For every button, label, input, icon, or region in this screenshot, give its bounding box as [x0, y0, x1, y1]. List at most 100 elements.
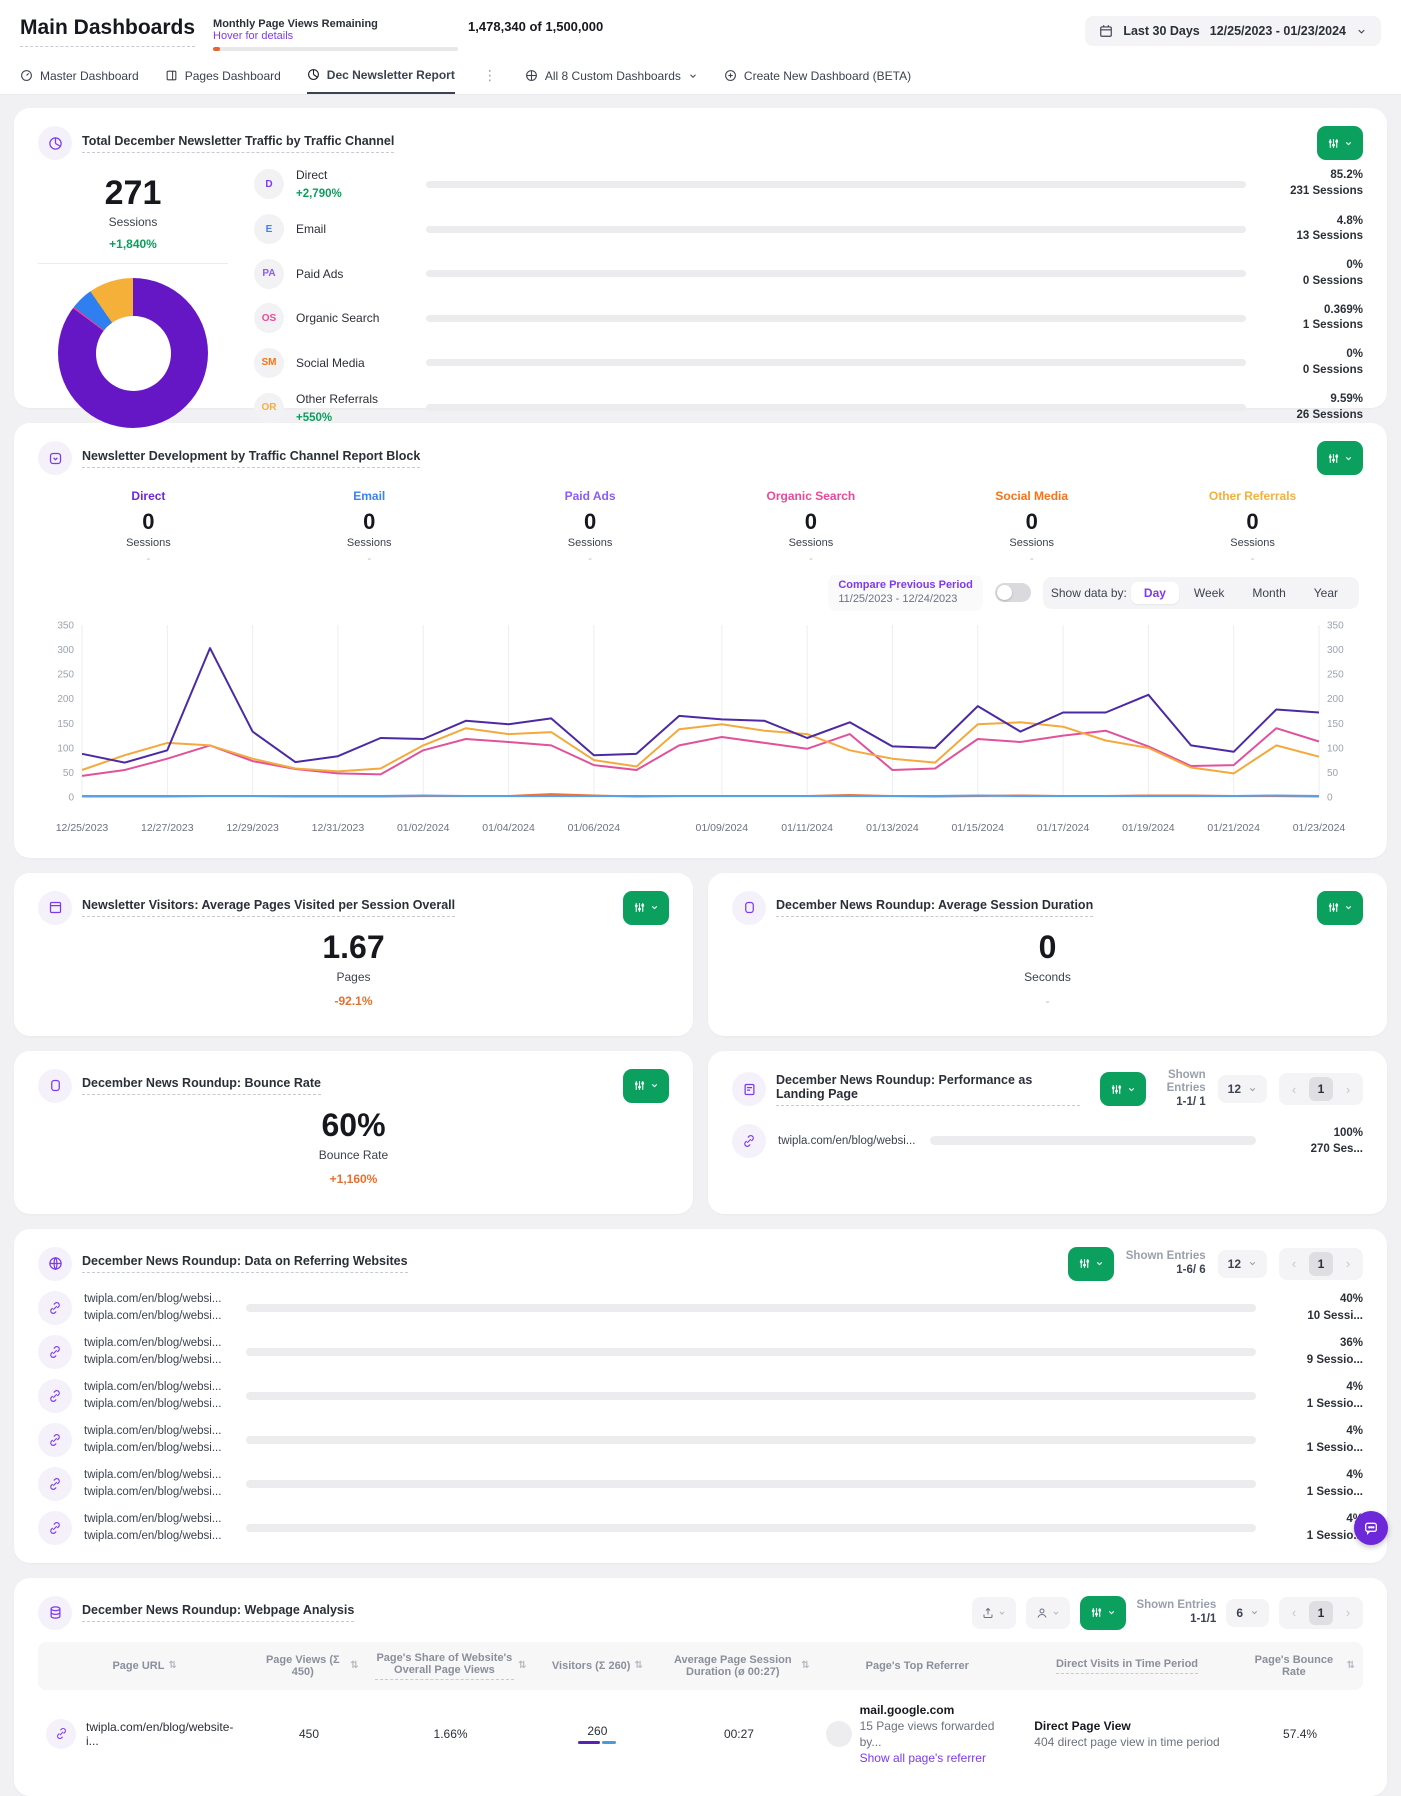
prev-page-button[interactable]: ‹	[1283, 1078, 1305, 1100]
page-title: Main Dashboards	[20, 16, 195, 47]
tab-create-new-dashboard[interactable]: Create New Dashboard (BETA)	[724, 57, 911, 94]
referred-page-url[interactable]: twipla.com/en/blog/websi...	[84, 1354, 221, 1366]
svg-text:300: 300	[57, 645, 74, 656]
column-header-3[interactable]: Page's Share of Website's Overall Page V…	[367, 1642, 535, 1690]
referring-website-row[interactable]: twipla.com/en/blog/websi... twipla.com/e…	[38, 1291, 1363, 1325]
duration-cell: 00:27	[660, 1690, 817, 1779]
next-page-button[interactable]: ›	[1337, 1602, 1359, 1624]
sort-icon[interactable]: ⇅	[1347, 1660, 1355, 1671]
column-header-8[interactable]: Page's Bounce Rate⇅	[1237, 1642, 1363, 1690]
column-header-5[interactable]: Average Page Session Duration (ø 00:27)⇅	[660, 1642, 817, 1690]
sort-icon[interactable]: ⇅	[518, 1660, 526, 1671]
visitor-filter-button[interactable]	[1026, 1597, 1070, 1629]
stat-unit: Seconds	[732, 970, 1363, 984]
table-row[interactable]: twipla.com/en/blog/website-i... 450 1.66…	[38, 1690, 1363, 1779]
tab-all-custom-dashboards[interactable]: All 8 Custom Dashboards	[525, 57, 698, 94]
tab-options-kebab-icon[interactable]: ⋮	[481, 67, 499, 84]
referred-page-url[interactable]: twipla.com/en/blog/websi...	[84, 1486, 221, 1498]
column-header-4[interactable]: Visitors (Σ 260)⇅	[534, 1642, 660, 1690]
page-size-select[interactable]: 12	[1218, 1075, 1267, 1103]
pageviews-details-link[interactable]: Hover for details	[213, 30, 458, 42]
referred-page-url[interactable]: twipla.com/en/blog/websi...	[84, 1310, 221, 1322]
filter-settings-button[interactable]	[1317, 891, 1363, 925]
filter-settings-button[interactable]	[1317, 441, 1363, 475]
chat-feedback-button[interactable]	[1354, 1511, 1388, 1545]
referring-website-row[interactable]: twipla.com/en/blog/websi... twipla.com/e…	[38, 1379, 1363, 1413]
next-page-button[interactable]: ›	[1337, 1078, 1359, 1100]
channel-bar-track	[426, 270, 1246, 277]
column-header-1[interactable]: Page URL⇅	[38, 1642, 251, 1690]
referrer-url[interactable]: twipla.com/en/blog/websi...	[84, 1513, 221, 1525]
sliders-icon	[633, 901, 646, 914]
prev-page-button[interactable]: ‹	[1283, 1602, 1305, 1624]
compare-toggle[interactable]	[995, 583, 1031, 602]
filter-settings-button[interactable]	[1317, 126, 1363, 160]
svg-text:350: 350	[57, 620, 74, 631]
show-by-option-week[interactable]: Week	[1181, 582, 1237, 604]
svg-text:01/15/2024: 01/15/2024	[951, 822, 1004, 834]
filter-settings-button[interactable]	[623, 1069, 669, 1103]
show-all-referrers-link[interactable]: Show all page's referrer	[860, 1751, 986, 1765]
filter-settings-button[interactable]	[623, 891, 669, 925]
sort-icon[interactable]: ⇅	[168, 1660, 176, 1671]
page-url[interactable]: twipla.com/en/blog/website-i...	[86, 1720, 243, 1748]
referrer-url[interactable]: twipla.com/en/blog/websi...	[84, 1469, 221, 1481]
tab-dec-newsletter-report[interactable]: Dec Newsletter Report	[307, 57, 455, 94]
show-by-option-day[interactable]: Day	[1131, 582, 1179, 604]
chevron-down-icon	[1344, 903, 1353, 912]
referring-website-row[interactable]: twipla.com/en/blog/websi... twipla.com/e…	[38, 1511, 1363, 1545]
compare-previous-period[interactable]: Compare Previous Period 11/25/2023 - 12/…	[828, 575, 983, 611]
channel-label: Paid Ads	[296, 267, 343, 281]
svg-text:300: 300	[1327, 645, 1344, 656]
page-size-select[interactable]: 12	[1218, 1250, 1267, 1278]
filter-settings-button[interactable]	[1068, 1247, 1114, 1281]
referrer-url[interactable]: twipla.com/en/blog/websi...	[84, 1425, 221, 1437]
current-page[interactable]: 1	[1309, 1601, 1333, 1625]
current-page[interactable]: 1	[1309, 1252, 1333, 1276]
column-header-2[interactable]: Page Views (Σ 450)⇅	[251, 1642, 366, 1690]
landing-bar-track	[930, 1136, 1256, 1145]
filter-settings-button[interactable]	[1100, 1072, 1146, 1106]
tab-pages-dashboard[interactable]: Pages Dashboard	[165, 57, 281, 94]
svg-text:200: 200	[1327, 694, 1344, 705]
export-button[interactable]	[972, 1597, 1016, 1629]
show-by-option-year[interactable]: Year	[1301, 582, 1351, 604]
sort-icon[interactable]: ⇅	[350, 1660, 358, 1671]
referred-page-url[interactable]: twipla.com/en/blog/websi...	[84, 1398, 221, 1410]
date-range-picker[interactable]: Last 30 Days 12/25/2023 - 01/23/2024	[1085, 16, 1381, 46]
referred-page-url[interactable]: twipla.com/en/blog/websi...	[84, 1442, 221, 1454]
sort-icon[interactable]: ⇅	[634, 1660, 642, 1671]
next-page-button[interactable]: ›	[1337, 1253, 1359, 1275]
referrer-url[interactable]: twipla.com/en/blog/websi...	[84, 1381, 221, 1393]
referring-website-row[interactable]: twipla.com/en/blog/websi... twipla.com/e…	[38, 1467, 1363, 1501]
prev-page-button[interactable]: ‹	[1283, 1253, 1305, 1275]
card-avg-pages-per-session: Newsletter Visitors: Average Pages Visit…	[14, 873, 693, 1036]
show-by-option-month[interactable]: Month	[1239, 582, 1298, 604]
total-sessions-value: 271	[105, 174, 162, 213]
svg-text:01/02/2024: 01/02/2024	[397, 822, 450, 834]
svg-text:12/27/2023: 12/27/2023	[141, 822, 194, 834]
referring-website-row[interactable]: twipla.com/en/blog/websi... twipla.com/e…	[38, 1335, 1363, 1369]
referring-website-row[interactable]: twipla.com/en/blog/websi... twipla.com/e…	[38, 1423, 1363, 1457]
tab-master-dashboard[interactable]: Master Dashboard	[20, 57, 139, 94]
referrer-detail: 15 Page views forwarded by...	[860, 1719, 995, 1749]
pageviews-value: 1,478,340 of 1,500,000	[468, 19, 603, 51]
show-data-by-label: Show data by:	[1051, 586, 1127, 600]
filter-settings-button[interactable]	[1080, 1596, 1126, 1630]
series-email	[82, 795, 1319, 796]
referred-page-url[interactable]: twipla.com/en/blog/websi...	[84, 1530, 221, 1542]
referrer-url[interactable]: twipla.com/en/blog/websi...	[84, 1337, 221, 1349]
page-size-select[interactable]: 6	[1226, 1599, 1269, 1627]
sort-icon[interactable]: ⇅	[801, 1660, 809, 1671]
current-page[interactable]: 1	[1309, 1077, 1333, 1101]
landing-page-url[interactable]: twipla.com/en/blog/websi...	[778, 1133, 918, 1149]
card-title: Newsletter Visitors: Average Pages Visit…	[82, 898, 455, 917]
referrer-url[interactable]: twipla.com/en/blog/websi...	[84, 1293, 221, 1305]
channel-badge: SM	[254, 348, 284, 378]
